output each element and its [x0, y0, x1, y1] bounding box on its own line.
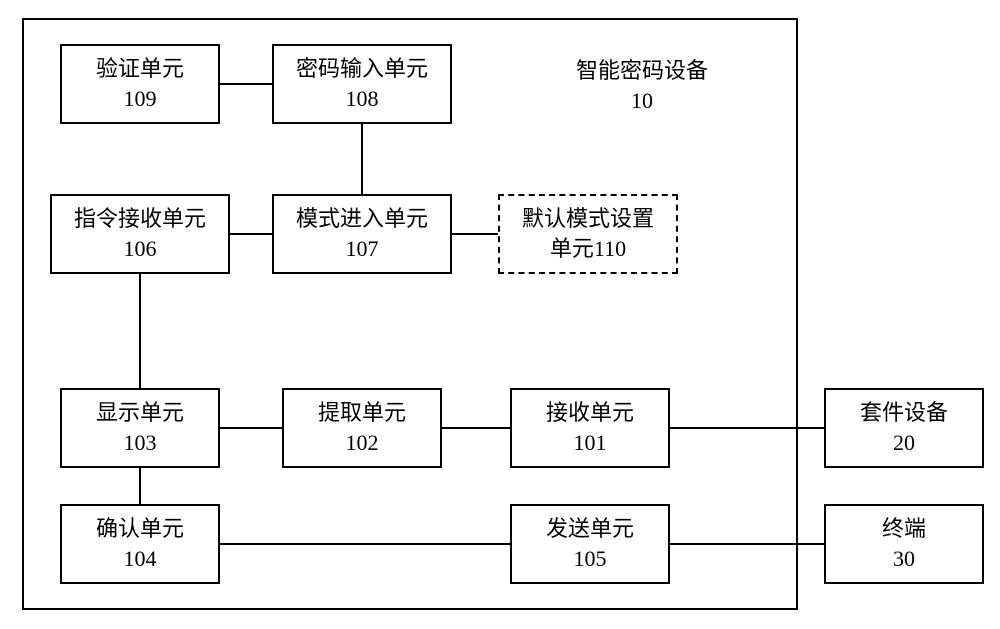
node-label-b107: 模式进入单元 107 [296, 204, 428, 263]
edge-b104-b105 [220, 543, 510, 545]
node-b102: 提取单元 102 [282, 388, 442, 468]
edge-b109-b108 [220, 83, 272, 85]
edge-b103-b102 [220, 427, 282, 429]
node-b105: 发送单元 105 [510, 504, 670, 584]
device-label-line1: 智能密码设备 [576, 56, 708, 86]
node-b103: 显示单元 103 [60, 388, 220, 468]
edge-b107-b110 [452, 233, 498, 235]
edge-b101-b20 [670, 427, 824, 429]
node-b110: 默认模式设置 单元110 [498, 194, 678, 274]
device-label-line2: 10 [576, 86, 708, 116]
diagram-canvas: 智能密码设备10 验证单元 109 密码输入单元 108 指令接收单元 106 模式进入… [0, 0, 1000, 629]
node-label-b108: 密码输入单元 108 [296, 54, 428, 113]
device-label: 智能密码设备10 [576, 56, 708, 115]
node-b107: 模式进入单元 107 [272, 194, 452, 274]
node-label-b105: 发送单元 105 [546, 514, 634, 573]
edge-b108-b107 [361, 124, 363, 194]
node-label-b109: 验证单元 109 [96, 54, 184, 113]
node-b108: 密码输入单元 108 [272, 44, 452, 124]
edge-b105-b30 [670, 543, 824, 545]
node-b101: 接收单元 101 [510, 388, 670, 468]
node-label-b101: 接收单元 101 [546, 398, 634, 457]
node-label-b110: 默认模式设置 单元110 [522, 204, 654, 263]
node-b106: 指令接收单元 106 [50, 194, 230, 274]
edge-b102-b101 [442, 427, 510, 429]
node-label-b104: 确认单元 104 [96, 514, 184, 573]
node-label-b20: 套件设备 20 [860, 398, 948, 457]
node-label-b102: 提取单元 102 [318, 398, 406, 457]
node-b30: 终端 30 [824, 504, 984, 584]
node-b109: 验证单元 109 [60, 44, 220, 124]
node-b20: 套件设备 20 [824, 388, 984, 468]
node-b104: 确认单元 104 [60, 504, 220, 584]
edge-b106-b103 [139, 274, 141, 388]
edge-b106-b107 [230, 233, 272, 235]
node-label-b103: 显示单元 103 [96, 398, 184, 457]
edge-b103-b104 [139, 468, 141, 504]
node-label-b106: 指令接收单元 106 [74, 204, 206, 263]
node-label-b30: 终端 30 [882, 514, 926, 573]
